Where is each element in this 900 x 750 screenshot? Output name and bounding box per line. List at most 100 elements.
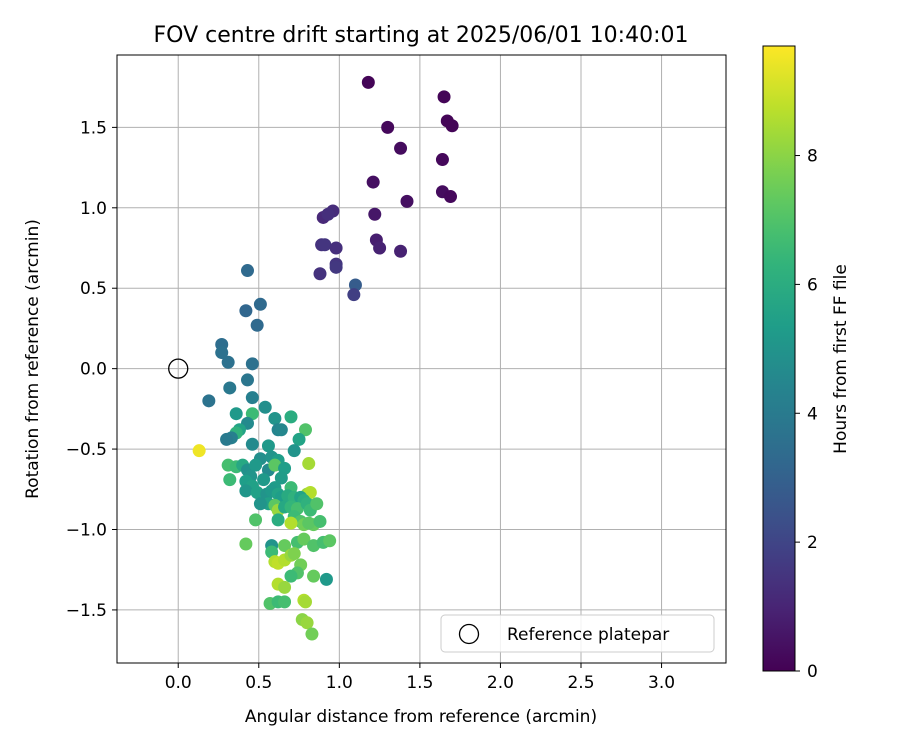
y-tick-label: 1.5 <box>80 118 107 138</box>
data-point <box>287 444 301 458</box>
data-point <box>284 516 298 530</box>
data-point <box>348 278 362 292</box>
data-point <box>284 410 298 424</box>
data-point <box>221 355 235 369</box>
legend-reference-marker <box>458 623 480 645</box>
data-point <box>307 569 321 583</box>
y-tick-label: 0.5 <box>80 279 107 299</box>
data-point <box>394 244 408 258</box>
data-point <box>435 153 449 167</box>
data-point <box>215 346 229 360</box>
legend-reference-label: Reference platepar <box>507 625 669 645</box>
data-point <box>299 423 312 437</box>
data-point <box>258 400 272 414</box>
data-point <box>329 241 343 255</box>
data-point <box>220 432 234 446</box>
data-point <box>313 514 327 528</box>
data-point <box>321 207 335 221</box>
data-point <box>368 207 382 221</box>
data-point <box>319 572 333 586</box>
data-point <box>202 394 216 408</box>
data-point <box>318 238 332 252</box>
data-point <box>239 484 253 498</box>
x-tick-label: 2.0 <box>487 673 514 693</box>
data-point <box>278 580 292 594</box>
data-point <box>241 373 254 387</box>
data-point <box>245 407 259 421</box>
data-point <box>444 190 457 204</box>
data-point <box>239 304 253 318</box>
colorbar-frame <box>762 45 796 672</box>
reference-marker-layer <box>168 358 189 379</box>
data-point <box>373 241 387 255</box>
data-point <box>366 175 380 189</box>
data-point <box>241 264 254 278</box>
data-point <box>400 194 414 208</box>
y-tick-label: −1.0 <box>66 520 107 540</box>
legend-box <box>440 614 715 653</box>
data-point <box>329 260 343 274</box>
plot-frame <box>116 54 727 664</box>
legend: Reference platepar <box>440 614 715 653</box>
data-point <box>245 437 259 451</box>
data-point <box>323 534 337 548</box>
colorbar-gradient <box>763 46 795 671</box>
data-point <box>313 267 327 281</box>
data-point <box>192 444 206 458</box>
colorbar-tick-label: 4 <box>807 404 818 424</box>
data-point <box>300 616 314 630</box>
x-tick-label: 3.0 <box>648 673 675 693</box>
data-point <box>361 75 375 89</box>
data-point <box>302 516 316 530</box>
x-tick-label: 1.0 <box>326 673 353 693</box>
data-point <box>310 497 324 511</box>
x-tick-label: 2.5 <box>567 673 594 693</box>
reference-platepar-marker <box>168 358 189 379</box>
y-tick-label: 1.0 <box>80 199 107 219</box>
grid-lines <box>117 55 726 663</box>
chart-title: FOV centre drift starting at 2025/06/01 … <box>154 23 689 48</box>
x-tick-label: 0.5 <box>245 673 272 693</box>
data-point <box>381 120 395 134</box>
data-point <box>239 537 253 551</box>
data-point <box>223 473 237 487</box>
data-point <box>274 423 288 437</box>
colorbar-tick-label: 6 <box>807 275 818 295</box>
x-axis-ticks: 0.0 0.5 1.0 1.5 2.0 2.5 3.0 <box>165 663 675 693</box>
data-point <box>297 532 311 546</box>
data-point <box>257 473 271 487</box>
y-tick-label: −1.5 <box>66 601 107 621</box>
colorbar-tick-label: 2 <box>807 533 818 553</box>
colorbar-ticks: 0 2 4 6 8 <box>795 147 818 682</box>
data-point <box>305 627 319 641</box>
data-point <box>261 439 275 453</box>
colorbar: 0 2 4 6 8 Hours from first FF file <box>762 45 851 682</box>
data-point <box>284 569 298 583</box>
data-point <box>268 412 282 426</box>
x-tick-label: 0.0 <box>165 673 192 693</box>
data-point <box>253 497 267 511</box>
data-point <box>253 297 267 311</box>
colorbar-label: Hours from first FF file <box>831 264 851 454</box>
data-point <box>250 318 264 332</box>
data-point <box>287 547 301 561</box>
colorbar-tick-label: 0 <box>807 662 818 682</box>
data-points <box>192 75 459 641</box>
data-point <box>302 457 316 471</box>
y-axis-ticks: −1.5 −1.0 −0.5 0.0 0.5 1.0 1.5 <box>66 118 117 621</box>
data-point <box>299 595 312 609</box>
data-point <box>445 119 459 133</box>
y-axis-label: Rotation from reference (arcmin) <box>23 219 43 499</box>
data-point <box>278 539 292 553</box>
data-point <box>292 432 306 446</box>
data-point <box>229 407 243 421</box>
data-point <box>223 381 237 395</box>
colorbar-tick-label: 8 <box>807 147 818 167</box>
data-point <box>249 513 263 527</box>
y-tick-label: −0.5 <box>66 440 107 460</box>
data-point <box>245 391 259 405</box>
data-point <box>437 90 451 104</box>
data-point <box>278 595 292 609</box>
x-axis-label: Angular distance from reference (arcmin) <box>245 707 597 727</box>
